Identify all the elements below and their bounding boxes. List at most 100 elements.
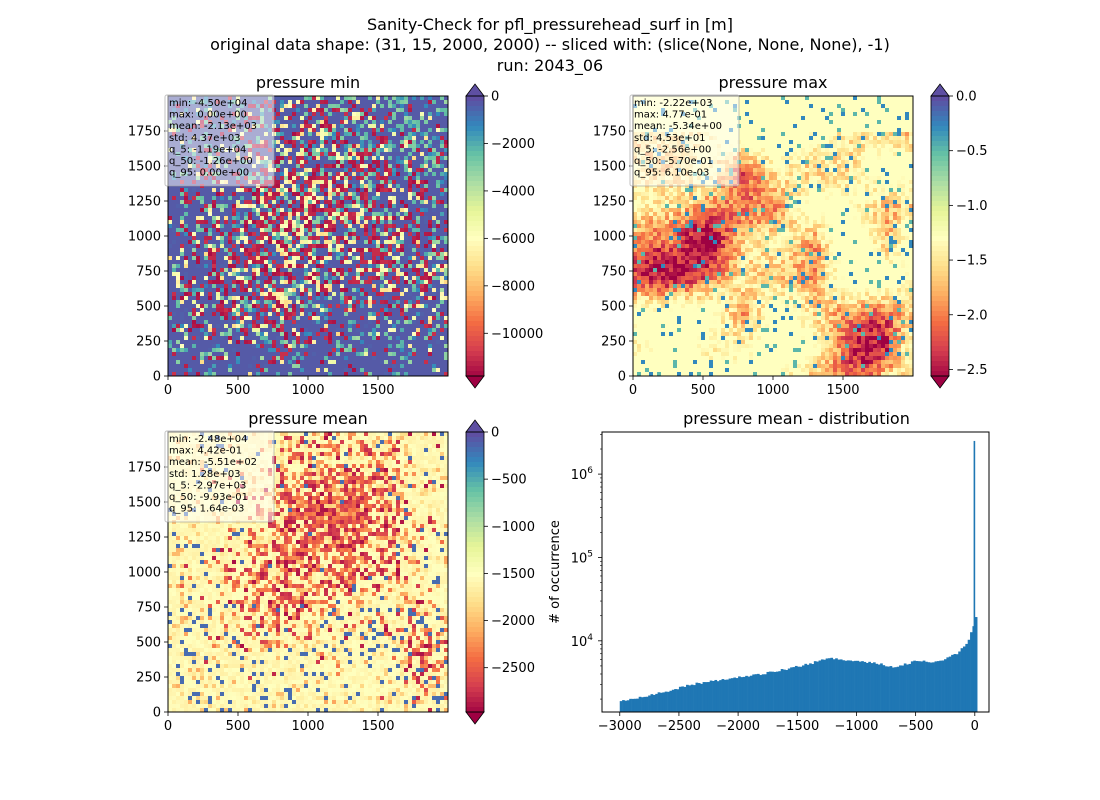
histogram-bar [723, 679, 727, 712]
figure-title-line-2: original data shape: (31, 15, 2000, 2000… [210, 35, 890, 54]
x-tick-label: −1500 [775, 719, 819, 734]
histogram-bar [939, 660, 942, 712]
histogram-bar [731, 678, 734, 712]
histogram-bar [709, 680, 713, 712]
histogram-bar [873, 662, 876, 712]
stats-line: mean: -5.51e+02 [169, 457, 257, 468]
histogram-bar [922, 660, 926, 712]
figure-title-line-1: Sanity-Check for pfl_pressurehead_surf i… [367, 15, 733, 34]
colorbar-extend-bottom [465, 375, 485, 389]
histogram-bar [794, 665, 798, 712]
histogram-bar [820, 659, 824, 712]
histogram-bar [662, 692, 666, 712]
colorbar-tick-label: −8000 [491, 279, 535, 294]
histogram-bar [901, 665, 905, 712]
stats-line: max: 4.42e-01 [169, 446, 242, 457]
histogram-bar [645, 696, 649, 712]
axes-frame [601, 431, 990, 713]
y-tick-label: 0 [153, 370, 161, 385]
histogram-bar [948, 656, 952, 712]
x-tick-label: 1000 [291, 383, 324, 398]
histogram-bar [676, 689, 680, 712]
histogram-bar [974, 617, 978, 712]
panel-pressure-mean: pressure mean 0 500 1000 1500 0 250 500 750 1000 1… [128, 409, 535, 734]
colorbar: 0 −2000 −4000 −6000 −8000 −10000 [465, 83, 543, 389]
histogram-bar [631, 698, 635, 712]
histogram-bar [830, 657, 834, 712]
panel-title: pressure mean - distribution [683, 409, 910, 428]
histogram-bar [688, 685, 692, 712]
histogram-bar [854, 660, 857, 712]
x-tick-label: 1500 [826, 383, 859, 398]
x-tick-label: −2000 [716, 719, 760, 734]
stats-line: q_95: 6.10e-03 [634, 168, 709, 179]
y-tick-label: 0 [618, 370, 626, 385]
histogram-bar [747, 676, 751, 712]
colorbar-tick-label: −4000 [491, 184, 535, 199]
histogram-bar [880, 663, 883, 712]
histogram-bar [626, 700, 630, 712]
histogram-bar [917, 661, 921, 712]
histogram-bar [671, 689, 675, 712]
y-tick-label: 1500 [128, 496, 161, 511]
stats-line: min: -4.50e+04 [169, 98, 248, 109]
stats-line: q_50: -1.26e+00 [169, 156, 253, 167]
colorbar: 0.0 −0.5 −1.0 −1.5 −2.0 −2.5 [930, 83, 988, 389]
histogram-bar [894, 667, 897, 712]
panel-title: pressure max [718, 73, 827, 92]
histogram-bar [944, 659, 947, 712]
histogram-bar [967, 639, 971, 712]
histogram-bar [719, 680, 722, 712]
colorbar-tick-label: −2.5 [956, 363, 988, 378]
histogram-bar [809, 663, 812, 712]
colorbar-tick-label: 0 [491, 426, 499, 441]
histogram-bar [884, 666, 888, 712]
histogram-bar [697, 683, 701, 712]
histogram-bar [920, 661, 924, 712]
colorbar-tick-label: −1000 [491, 520, 535, 535]
histogram-bar [714, 679, 718, 712]
colorbar-tick-label: −2000 [491, 614, 535, 629]
histogram-bar [771, 671, 774, 712]
histogram-bar [638, 696, 642, 712]
histogram-bar [643, 696, 647, 712]
colorbar-extend-bottom [930, 375, 950, 389]
stats-line: q_95: 0.00e+00 [169, 168, 249, 179]
y-tick-label: 500 [136, 300, 161, 315]
colorbar-extend-top [930, 83, 950, 97]
histogram-bar [768, 671, 772, 712]
histogram-bar [792, 667, 796, 712]
colorbar-tick-label: −1.5 [956, 254, 988, 269]
histogram-bar [650, 694, 654, 712]
histogram-bar [818, 660, 822, 712]
colorbar: 0 −500 −1000 −1500 −2000 −2500 [465, 419, 535, 725]
histogram-bar [856, 660, 860, 712]
colorbar-tick-label: −500 [491, 473, 527, 488]
histogram-bar [733, 677, 737, 712]
stats-line: mean: -2.13e+03 [169, 121, 257, 132]
histogram-bar [674, 689, 677, 712]
histogram-bar [704, 682, 708, 712]
histogram-bar-peak [973, 440, 976, 712]
histogram-bar [875, 663, 879, 712]
y-tick-label: 106 [571, 466, 594, 483]
histogram-bar [735, 678, 739, 712]
histogram-bar [925, 661, 928, 712]
colorbar-tick-label: −1.0 [956, 199, 988, 214]
y-tick-label: 1250 [128, 195, 161, 210]
colorbar-extend-bottom [465, 711, 485, 725]
y-tick-label: 250 [136, 671, 161, 686]
stats-line: max: 0.00e+00 [169, 110, 247, 121]
histogram-bar [844, 660, 848, 712]
histogram-bar [832, 659, 836, 712]
histogram-bar [811, 664, 815, 712]
histogram-bar [619, 701, 623, 712]
histogram-bar [683, 686, 687, 712]
y-tick-label: 1750 [593, 125, 626, 140]
stats-line: max: 4.77e-01 [634, 110, 707, 121]
panel-distribution: pressure mean - distribution −3000 −2500 −2… [548, 409, 990, 734]
y-tick-label: 250 [601, 335, 626, 350]
y-tick-label: 750 [601, 265, 626, 280]
colorbar-tick-label: −2.0 [956, 308, 988, 323]
